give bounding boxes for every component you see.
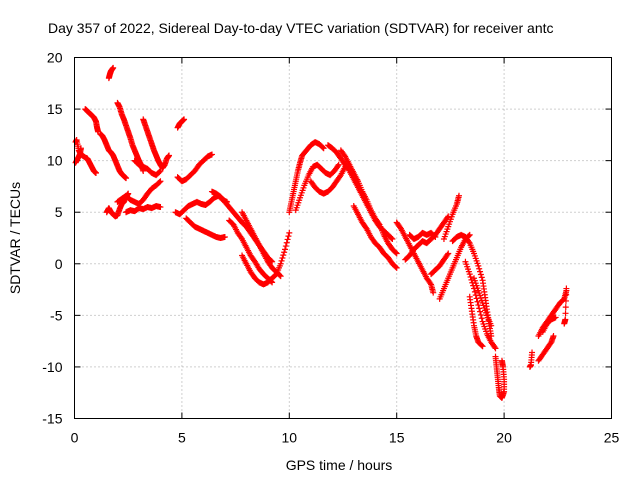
data-point bbox=[375, 220, 382, 227]
data-point bbox=[166, 152, 173, 159]
data-point bbox=[471, 288, 478, 295]
data-point bbox=[221, 233, 228, 240]
data-point bbox=[123, 175, 130, 182]
data-point bbox=[563, 291, 570, 298]
data-point bbox=[477, 311, 484, 318]
y-tick-label: -5 bbox=[50, 307, 63, 323]
data-point bbox=[389, 236, 396, 243]
data-point bbox=[388, 235, 395, 242]
data-point bbox=[392, 249, 399, 256]
data-point bbox=[563, 285, 570, 292]
data-point bbox=[281, 249, 288, 256]
chart-title: Day 357 of 2022, Sidereal Day-to-day VTE… bbox=[48, 20, 554, 36]
data-point bbox=[550, 332, 557, 339]
data-point bbox=[492, 345, 499, 352]
data-point bbox=[466, 271, 473, 278]
data-point bbox=[392, 264, 399, 271]
data-point bbox=[466, 231, 473, 238]
data-point bbox=[432, 233, 439, 240]
data-point bbox=[283, 239, 290, 246]
data-point bbox=[157, 167, 164, 174]
data-point bbox=[475, 262, 482, 269]
data-point bbox=[280, 252, 287, 259]
data-point bbox=[477, 271, 484, 278]
data-point bbox=[467, 273, 474, 280]
data-point bbox=[465, 238, 472, 245]
y-axis-label: SDTVAR / TECUs bbox=[7, 182, 23, 294]
data-point bbox=[278, 257, 285, 264]
y-tick-label: -10 bbox=[42, 359, 62, 375]
x-tick-label: 15 bbox=[389, 430, 405, 446]
data-point bbox=[427, 280, 434, 287]
data-point bbox=[476, 305, 483, 312]
data-point bbox=[478, 315, 485, 322]
data-point bbox=[282, 243, 289, 250]
data-point bbox=[552, 314, 559, 321]
data-point bbox=[488, 322, 495, 329]
data-point bbox=[478, 274, 485, 281]
data-point bbox=[529, 349, 536, 356]
data-point bbox=[477, 268, 484, 275]
data-point bbox=[92, 170, 99, 177]
data-point bbox=[444, 251, 451, 258]
data-point bbox=[110, 64, 117, 71]
data-point bbox=[562, 316, 569, 323]
data-point bbox=[181, 116, 188, 123]
x-tick-label: 5 bbox=[178, 430, 186, 446]
x-tick-label: 20 bbox=[496, 430, 512, 446]
x-tick-label: 10 bbox=[282, 430, 298, 446]
data-point bbox=[285, 233, 292, 240]
data-point bbox=[562, 310, 569, 317]
data-point bbox=[320, 145, 327, 152]
x-tick-label: 0 bbox=[71, 430, 79, 446]
y-tick-label: 0 bbox=[55, 256, 63, 272]
data-point bbox=[284, 236, 291, 243]
data-point bbox=[282, 246, 289, 253]
x-tick-label: 25 bbox=[604, 430, 620, 446]
data-point bbox=[455, 192, 462, 199]
y-tick-labels: 20 15 10 5 0 -5 -10 -15 bbox=[42, 50, 62, 427]
data-point bbox=[431, 233, 438, 240]
data-point bbox=[157, 178, 164, 185]
data-point bbox=[393, 250, 400, 257]
data-point bbox=[430, 289, 437, 296]
data-point bbox=[208, 151, 215, 158]
data-point bbox=[562, 304, 569, 311]
data-point bbox=[478, 342, 485, 349]
y-tick-label: 10 bbox=[47, 153, 63, 169]
data-point bbox=[479, 343, 486, 350]
x-axis-label: GPS time / hours bbox=[286, 457, 393, 473]
data-point bbox=[286, 229, 293, 236]
plot-frame bbox=[74, 57, 612, 419]
data-point bbox=[77, 145, 84, 152]
data-point bbox=[445, 250, 452, 257]
y-tick-label: 5 bbox=[55, 204, 63, 220]
data-point bbox=[156, 168, 163, 175]
data-point bbox=[477, 308, 484, 315]
y-tick-label: -15 bbox=[42, 411, 62, 427]
data-point bbox=[319, 144, 326, 151]
data-point bbox=[498, 357, 505, 364]
y-tick-label: 20 bbox=[47, 50, 63, 66]
data-points bbox=[72, 64, 570, 401]
data-point bbox=[335, 161, 342, 168]
data-point bbox=[475, 302, 482, 309]
data-point bbox=[157, 204, 164, 211]
data-point bbox=[562, 297, 569, 304]
data-point bbox=[491, 344, 498, 351]
data-point bbox=[277, 273, 284, 280]
data-point bbox=[277, 260, 284, 267]
data-point bbox=[279, 255, 286, 262]
x-tick-labels: 0 5 10 15 20 25 bbox=[71, 430, 620, 446]
data-point bbox=[444, 214, 451, 221]
data-point bbox=[156, 179, 163, 186]
data-point bbox=[393, 264, 400, 271]
data-point bbox=[334, 163, 341, 170]
y-tick-label: 15 bbox=[47, 101, 63, 117]
data-point bbox=[474, 298, 481, 305]
data-point bbox=[476, 265, 483, 272]
